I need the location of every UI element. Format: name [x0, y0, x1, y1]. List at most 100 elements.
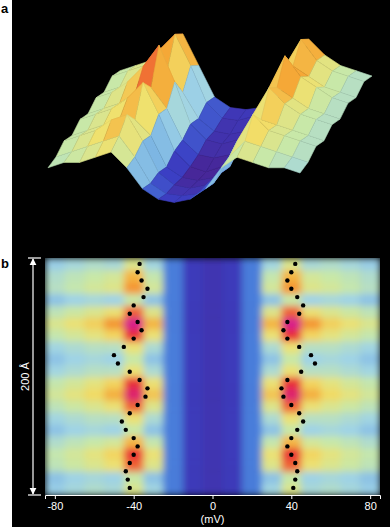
surface-facet	[284, 157, 308, 173]
heatmap-cell	[65, 424, 85, 436]
gap-marker	[131, 303, 135, 307]
heatmap-cell	[45, 270, 65, 282]
heatmap-cell	[341, 400, 361, 412]
heatmap-cell	[163, 258, 183, 270]
heatmap-cell	[281, 483, 301, 495]
gap-marker	[128, 461, 132, 465]
heatmap-cell	[222, 436, 242, 448]
heatmap-cell	[360, 459, 380, 471]
heatmap-cell	[360, 305, 380, 317]
gap-marker	[289, 403, 293, 407]
heatmap-cell	[144, 353, 164, 365]
heatmap-cell	[65, 305, 85, 317]
heatmap-cell	[321, 329, 341, 341]
heatmap-cell	[65, 448, 85, 460]
heatmap-cell	[84, 412, 104, 424]
heatmap-cell	[281, 341, 301, 353]
heatmap-cell	[45, 258, 65, 270]
gap-marker	[128, 311, 132, 315]
heatmap-cell	[163, 305, 183, 317]
heatmap-cell	[45, 400, 65, 412]
heatmap-cell	[163, 436, 183, 448]
heatmap-cell	[163, 400, 183, 412]
heatmap-cell	[144, 341, 164, 353]
heatmap-cell	[124, 400, 144, 412]
x-axis-line	[46, 496, 381, 500]
heatmap-cell	[301, 400, 321, 412]
heatmap-cell	[360, 377, 380, 389]
heatmap-cell	[301, 424, 321, 436]
heatmap-cell	[84, 329, 104, 341]
heatmap-cell	[341, 329, 361, 341]
figure: ab-80-4004080(mV)200 Å	[0, 0, 390, 527]
heatmap-cell	[163, 353, 183, 365]
gap-marker	[128, 486, 132, 490]
heatmap-cell	[144, 424, 164, 436]
heatmap-cell	[144, 448, 164, 460]
gap-marker	[295, 295, 299, 299]
heatmap-cell	[144, 400, 164, 412]
heatmap-cell	[65, 436, 85, 448]
heatmap-cell	[65, 294, 85, 306]
gap-marker	[289, 287, 293, 291]
heatmap-cell	[104, 483, 124, 495]
heatmap-cell	[262, 329, 282, 341]
heatmap-cell	[321, 400, 341, 412]
heatmap-cell	[65, 400, 85, 412]
heatmap-cell	[281, 365, 301, 377]
heatmap-cell	[203, 341, 223, 353]
heatmap-cell	[183, 258, 203, 270]
heatmap-cell	[262, 388, 282, 400]
heatmap-cell	[242, 483, 262, 495]
gap-marker	[291, 486, 295, 490]
heatmap-cell	[321, 341, 341, 353]
heatmap-cell	[65, 282, 85, 294]
heatmap-cell	[360, 329, 380, 341]
heatmap-cell	[183, 377, 203, 389]
heatmap-cell	[360, 294, 380, 306]
heatmap-cell	[203, 483, 223, 495]
heatmap-cell	[65, 317, 85, 329]
heatmap-cell	[203, 305, 223, 317]
heatmap-cell	[163, 483, 183, 495]
heatmap-cell	[360, 483, 380, 495]
heatmap-cell	[262, 258, 282, 270]
heatmap-cell	[301, 471, 321, 483]
gap-marker	[135, 444, 139, 448]
heatmap-cell	[124, 483, 144, 495]
heatmap-cell	[242, 388, 262, 400]
heatmap-cell	[222, 459, 242, 471]
heatmap-cell	[183, 305, 203, 317]
heatmap-cell	[203, 459, 223, 471]
heatmap-cell	[65, 258, 85, 270]
heatmap-cell	[321, 388, 341, 400]
heatmap-cell	[242, 341, 262, 353]
gap-marker	[145, 287, 149, 291]
heatmap-cell	[341, 258, 361, 270]
heatmap-cell	[262, 412, 282, 424]
heatmap-cell	[183, 282, 203, 294]
heatmap-cell	[203, 365, 223, 377]
heatmap-cell	[65, 471, 85, 483]
gap-marker	[122, 345, 126, 349]
gap-marker	[309, 353, 313, 357]
gap-marker	[124, 428, 128, 432]
gap-marker	[295, 469, 299, 473]
heatmap-cell	[104, 294, 124, 306]
heatmap-cell	[45, 294, 65, 306]
heatmap-cell	[183, 400, 203, 412]
heatmap-cell	[84, 448, 104, 460]
heatmap-cell	[104, 436, 124, 448]
scale-bar-cap-top	[28, 257, 41, 258]
heatmap-cell	[203, 448, 223, 460]
heatmap-cell	[321, 483, 341, 495]
figure-background	[12, 0, 390, 527]
heatmap-cell	[321, 317, 341, 329]
heatmap-cell	[222, 294, 242, 306]
heatmap-cell	[163, 270, 183, 282]
gap-marker	[281, 328, 285, 332]
heatmap-cell	[104, 341, 124, 353]
heatmap-cell	[222, 424, 242, 436]
gap-marker	[301, 303, 305, 307]
heatmap-cell	[203, 282, 223, 294]
